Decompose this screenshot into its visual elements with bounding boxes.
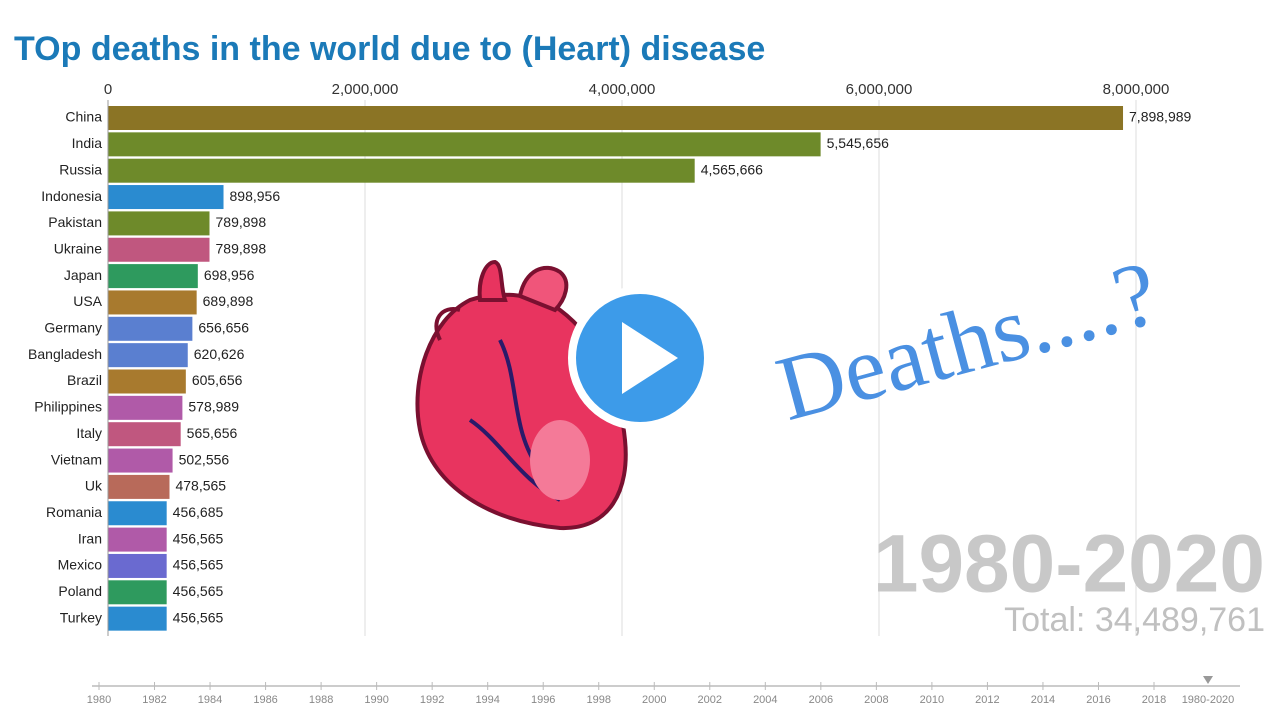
- bar: [108, 422, 181, 447]
- category-label: Pakistan: [48, 214, 102, 230]
- timeline-label: 1984: [198, 694, 222, 706]
- bar: [108, 343, 188, 368]
- timeline-label: 2000: [642, 694, 666, 706]
- bar: [108, 448, 173, 473]
- bar: [108, 316, 193, 341]
- timeline-label: 2010: [920, 694, 944, 706]
- timeline-label: 2014: [1031, 694, 1055, 706]
- x-tick-label: 4,000,000: [589, 81, 656, 98]
- value-label: 620,626: [194, 346, 245, 362]
- timeline-label: 2002: [698, 694, 722, 706]
- value-label: 605,656: [192, 372, 243, 388]
- bars: China 7,898,989 India 5,545,656 Russia 4,565,…: [28, 106, 1192, 631]
- timeline-label: 2016: [1086, 694, 1110, 706]
- bar: [108, 553, 167, 578]
- timeline-label: 2018: [1142, 694, 1166, 706]
- timeline-label: 1988: [309, 694, 333, 706]
- bar: [108, 264, 198, 289]
- timeline: 1980 1982 1984 1986 1988 1990 1992 1994 1996 1998…: [87, 676, 1240, 706]
- value-label: 689,898: [203, 293, 254, 309]
- category-label: Russia: [59, 161, 102, 177]
- category-label: Uk: [85, 478, 103, 494]
- timeline-label: 1986: [253, 694, 277, 706]
- value-label: 789,898: [216, 240, 267, 256]
- timeline-label: 2008: [864, 694, 888, 706]
- bar: [108, 237, 210, 262]
- timeline-current: 1980-2020: [1182, 694, 1235, 706]
- timeline-label: 1980: [87, 694, 111, 706]
- value-label: 698,956: [204, 267, 255, 283]
- bar: [108, 106, 1124, 130]
- x-tick-label: 0: [104, 81, 112, 98]
- timeline-marker: [1203, 676, 1213, 684]
- bar: [108, 501, 167, 526]
- timeline-label: 1992: [420, 694, 444, 706]
- category-label: India: [72, 135, 103, 151]
- category-label: Italy: [76, 425, 102, 441]
- total-label: Total: 34,489,761: [1004, 601, 1265, 639]
- timeline-label: 1990: [364, 694, 388, 706]
- category-label: Japan: [64, 267, 102, 283]
- value-label: 456,685: [173, 504, 224, 520]
- value-label: 456,565: [173, 557, 224, 573]
- category-label: Germany: [44, 320, 102, 336]
- timeline-label: 1982: [142, 694, 166, 706]
- timeline-label: 2012: [975, 694, 999, 706]
- timeline-label: 2006: [809, 694, 833, 706]
- category-label: Bangladesh: [28, 346, 102, 362]
- value-label: 502,556: [179, 451, 230, 467]
- timeline-label: 1998: [586, 694, 610, 706]
- value-label: 478,565: [175, 478, 226, 494]
- value-label: 789,898: [216, 214, 267, 230]
- value-label: 4,565,666: [701, 161, 763, 177]
- category-label: Iran: [78, 530, 102, 546]
- bar: [108, 158, 695, 183]
- bar: [108, 395, 183, 420]
- category-label: Ukraine: [54, 240, 102, 256]
- bar: [108, 606, 167, 631]
- period-label: 1980-2020: [873, 519, 1265, 610]
- bar: [108, 211, 210, 236]
- overlay-text: Deaths....?: [767, 241, 1168, 440]
- value-label: 456,565: [173, 583, 224, 599]
- bar: [108, 474, 170, 499]
- x-tick-label: 6,000,000: [846, 81, 913, 98]
- value-label: 656,656: [198, 320, 249, 336]
- category-label: Mexico: [58, 557, 103, 573]
- category-label: Turkey: [60, 609, 102, 625]
- category-label: Romania: [46, 504, 102, 520]
- value-label: 456,565: [173, 609, 224, 625]
- value-label: 7,898,989: [1129, 109, 1191, 125]
- play-button[interactable]: [568, 286, 712, 430]
- timeline-label: 1994: [475, 694, 499, 706]
- x-tick-label: 8,000,000: [1103, 81, 1170, 98]
- bar: [108, 527, 167, 552]
- value-label: 5,545,656: [827, 135, 889, 151]
- value-label: 578,989: [188, 399, 239, 415]
- category-label: Philippines: [34, 399, 102, 415]
- category-label: USA: [73, 293, 102, 309]
- bar: [108, 132, 821, 157]
- x-tick-label: 2,000,000: [332, 81, 399, 98]
- timeline-label: 1996: [531, 694, 555, 706]
- category-label: Indonesia: [41, 188, 102, 204]
- category-label: Vietnam: [51, 451, 102, 467]
- timeline-label: 2004: [753, 694, 777, 706]
- value-label: 898,956: [230, 188, 281, 204]
- bar: [108, 369, 186, 394]
- bar: [108, 185, 224, 210]
- bar: [108, 580, 167, 605]
- category-label: Poland: [58, 583, 102, 599]
- chart-title: TOp deaths in the world due to (Heart) d…: [14, 30, 765, 68]
- category-label: Brazil: [67, 372, 102, 388]
- value-label: 565,656: [187, 425, 238, 441]
- value-label: 456,565: [173, 530, 224, 546]
- category-label: China: [65, 109, 102, 125]
- bar: [108, 290, 197, 315]
